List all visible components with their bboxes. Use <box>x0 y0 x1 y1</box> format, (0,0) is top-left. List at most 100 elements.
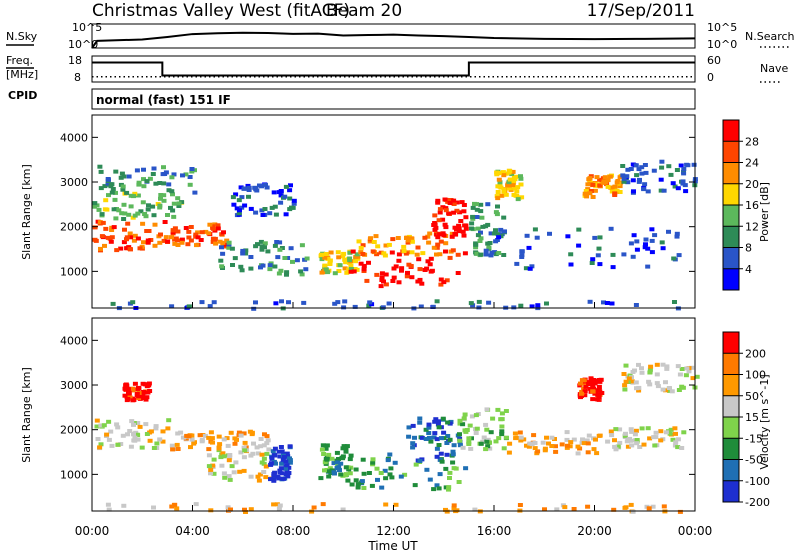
data-point <box>481 435 487 440</box>
data-point <box>608 185 614 190</box>
data-point <box>278 445 284 449</box>
data-point <box>275 255 281 260</box>
data-point <box>654 381 660 386</box>
data-point <box>144 384 150 389</box>
data-point <box>498 185 504 190</box>
data-point <box>431 487 437 492</box>
data-point <box>342 257 348 262</box>
data-point <box>585 450 591 455</box>
data-point <box>104 207 110 212</box>
data-point <box>614 188 620 193</box>
data-point <box>129 419 135 424</box>
data-point <box>98 169 104 174</box>
data-point <box>264 451 270 456</box>
colorbar-segment <box>723 395 739 417</box>
data-point <box>141 390 147 395</box>
data-point <box>483 248 489 253</box>
data-point <box>511 179 517 184</box>
data-point <box>652 233 658 238</box>
data-point <box>666 386 672 390</box>
data-point <box>564 430 570 435</box>
data-point <box>459 200 465 205</box>
data-point <box>434 446 440 451</box>
data-point <box>694 374 700 379</box>
data-point <box>632 432 638 437</box>
data-point <box>659 165 665 170</box>
data-point <box>647 382 653 387</box>
data-point <box>271 472 277 476</box>
data-point <box>582 191 588 196</box>
data-point <box>351 269 357 274</box>
data-point <box>267 211 273 216</box>
data-point <box>588 377 594 382</box>
data-point <box>278 200 284 205</box>
data-point <box>613 447 619 452</box>
data-point <box>374 252 380 257</box>
data-point <box>565 443 570 448</box>
data-point <box>461 416 467 421</box>
data-point <box>105 177 111 182</box>
data-point <box>211 300 217 305</box>
data-point <box>257 183 262 188</box>
data-point <box>668 172 674 177</box>
data-point <box>170 192 175 197</box>
data-point <box>588 189 594 193</box>
data-point <box>478 441 484 446</box>
data-point <box>426 422 432 427</box>
data-point <box>326 469 332 474</box>
data-point <box>441 436 447 441</box>
data-point <box>150 172 156 176</box>
data-point <box>299 272 305 277</box>
data-point <box>501 253 507 257</box>
data-point <box>160 172 166 177</box>
data-point <box>360 243 366 248</box>
data-point <box>547 231 552 236</box>
data-point <box>604 301 610 305</box>
data-point <box>171 214 177 219</box>
data-point <box>650 504 656 509</box>
data-point <box>475 226 481 231</box>
data-point <box>457 438 463 443</box>
data-point <box>355 485 361 490</box>
data-point <box>279 299 284 304</box>
data-point <box>347 457 353 462</box>
colorbar-tick-label: 100 <box>745 369 766 382</box>
data-point <box>609 433 615 438</box>
data-point <box>620 173 626 178</box>
data-point <box>417 459 423 463</box>
data-point <box>623 431 628 436</box>
data-point <box>506 186 512 191</box>
colorbar-segment <box>723 205 739 227</box>
data-point <box>356 239 362 244</box>
data-point <box>441 280 447 285</box>
data-point <box>446 211 452 216</box>
data-point <box>584 438 590 443</box>
data-point <box>299 243 305 248</box>
data-point <box>238 450 244 455</box>
data-point <box>283 472 289 477</box>
data-point <box>127 429 133 433</box>
data-point <box>287 188 293 193</box>
data-point <box>655 384 661 389</box>
data-point <box>444 509 450 514</box>
data-point <box>276 449 282 454</box>
data-point <box>658 438 664 443</box>
data-point <box>493 239 499 244</box>
data-point <box>636 388 642 393</box>
data-point <box>410 423 416 428</box>
freq-nave-panel: Freq. [MHz] 18 8 60 0 Nave <box>6 54 788 84</box>
data-point <box>92 225 98 230</box>
colorbar-tick-label: 200 <box>745 347 766 360</box>
data-point <box>460 422 466 427</box>
colorbar-segment <box>723 247 739 269</box>
data-point <box>231 470 237 475</box>
data-point <box>625 180 631 185</box>
data-point <box>474 251 480 256</box>
data-point <box>477 239 483 243</box>
data-point <box>354 267 360 272</box>
data-point <box>259 244 265 249</box>
data-point <box>166 188 172 193</box>
data-point <box>393 264 399 269</box>
data-point <box>512 186 518 191</box>
data-point <box>175 243 181 247</box>
